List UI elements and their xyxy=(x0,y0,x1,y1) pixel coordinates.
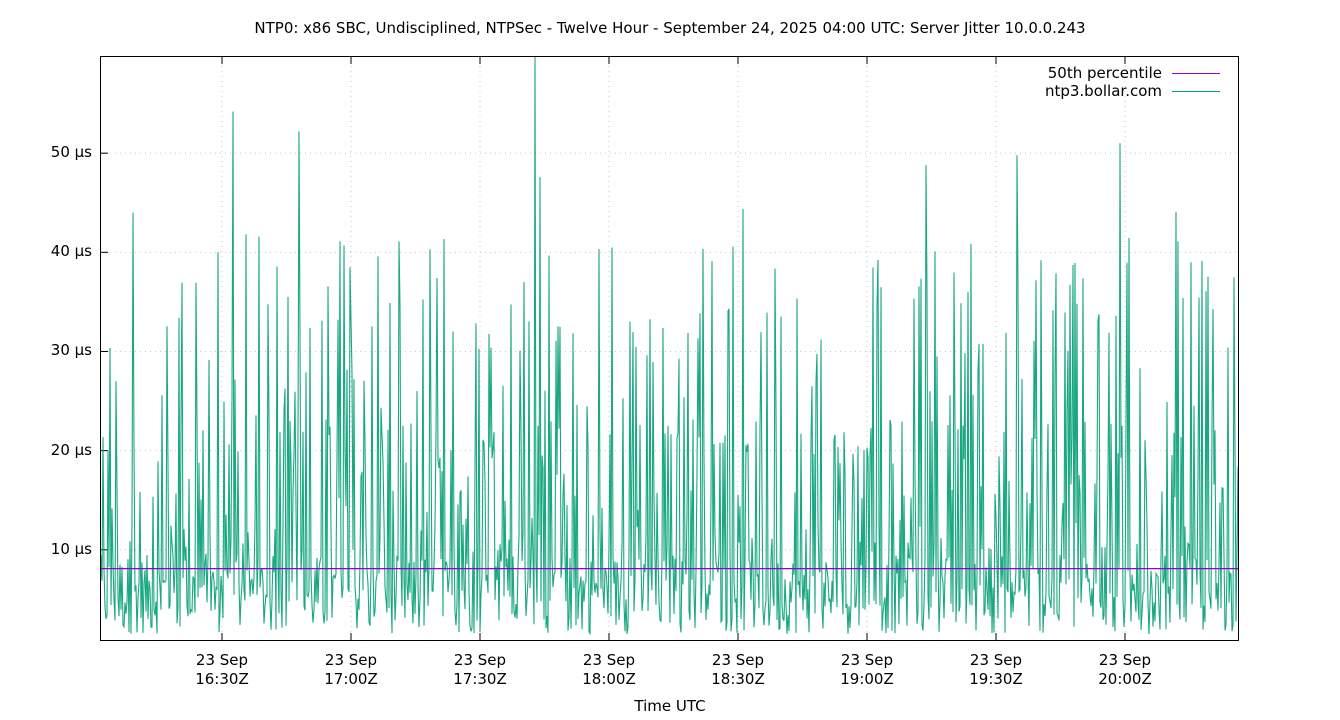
x-tick-label: 23 Sep 17:30Z xyxy=(453,651,507,688)
y-tick-label: 40 µs xyxy=(50,242,92,261)
legend-swatch-icon xyxy=(1172,90,1220,92)
legend-label: 50th percentile xyxy=(1047,64,1162,82)
x-axis-title: Time UTC xyxy=(634,697,706,715)
x-tick-label: 23 Sep 18:00Z xyxy=(582,651,636,688)
legend: 50th percentile ntp3.bollar.com xyxy=(1045,64,1220,100)
y-tick-label: 20 µs xyxy=(50,440,92,459)
x-tick-label: 23 Sep 20:00Z xyxy=(1098,651,1152,688)
x-tick-label: 23 Sep 18:30Z xyxy=(711,651,765,688)
legend-item-percentile: 50th percentile xyxy=(1045,64,1220,82)
legend-item-server: ntp3.bollar.com xyxy=(1045,82,1220,100)
y-tick-label: 10 µs xyxy=(50,539,92,558)
legend-swatch-icon xyxy=(1172,72,1220,74)
y-tick-label: 30 µs xyxy=(50,341,92,360)
plot-area xyxy=(100,56,1239,641)
x-tick-label: 23 Sep 19:00Z xyxy=(840,651,894,688)
chart-canvas xyxy=(100,56,1239,641)
legend-label: ntp3.bollar.com xyxy=(1044,82,1162,100)
x-tick-label: 23 Sep 17:00Z xyxy=(324,651,378,688)
chart-title: NTP0: x86 SBC, Undisciplined, NTPSec - T… xyxy=(254,19,1086,37)
x-tick-label: 23 Sep 19:30Z xyxy=(969,651,1023,688)
y-tick-label: 50 µs xyxy=(50,143,92,162)
x-tick-label: 23 Sep 16:30Z xyxy=(195,651,249,688)
